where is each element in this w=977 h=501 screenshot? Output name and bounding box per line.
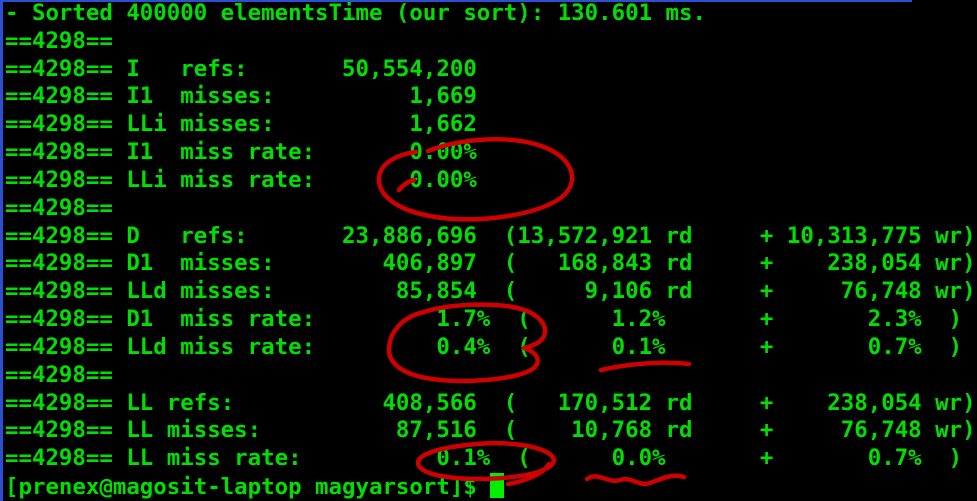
terminal-line-16: ==4298== LL misses: 87,516 ( 10,768 rd +…	[5, 417, 976, 444]
terminal-line-13: ==4298== LLd miss rate: 0.4% ( 0.1% + 0.…	[5, 333, 963, 360]
terminal-line-9: ==4298== D refs: 23,886,696 (13,572,921 …	[5, 222, 976, 249]
terminal-line-5: ==4298== LLi misses: 1,662	[5, 111, 477, 138]
terminal-line-1: - Sorted 400000 elementsTime (our sort):…	[5, 0, 706, 26]
terminal-line-6: ==4298== I1 miss rate: 0.00%	[5, 139, 477, 166]
terminal-line-7: ==4298== LLi miss rate: 0.00%	[5, 166, 477, 193]
window-left-edge	[0, 0, 3, 501]
terminal-line-11: ==4298== LLd misses: 85,854 ( 9,106 rd +…	[5, 278, 976, 305]
terminal-line-3: ==4298== I refs: 50,554,200	[5, 55, 477, 82]
window-top-edge	[0, 0, 912, 2]
terminal-line-10: ==4298== D1 misses: 406,897 ( 168,843 rd…	[5, 250, 976, 277]
terminal-line-15: ==4298== LL refs: 408,566 ( 170,512 rd +…	[5, 389, 976, 416]
shell-prompt: [prenex@magosit-laptop magyarsort]$	[5, 474, 491, 501]
terminal-line-14: ==4298==	[5, 361, 113, 388]
terminal-line-17: ==4298== LL miss rate: 0.1% ( 0.0% + 0.7…	[5, 445, 963, 472]
prompt-line: [prenex@magosit-laptop magyarsort]$	[5, 473, 977, 501]
terminal-line-8: ==4298==	[5, 194, 113, 221]
terminal-line-4: ==4298== I1 misses: 1,669	[5, 83, 477, 110]
terminal-line-12: ==4298== D1 miss rate: 1.7% ( 1.2% + 2.3…	[5, 306, 963, 333]
terminal-line-2: ==4298==	[5, 27, 113, 54]
terminal-cursor[interactable]	[490, 473, 504, 499]
